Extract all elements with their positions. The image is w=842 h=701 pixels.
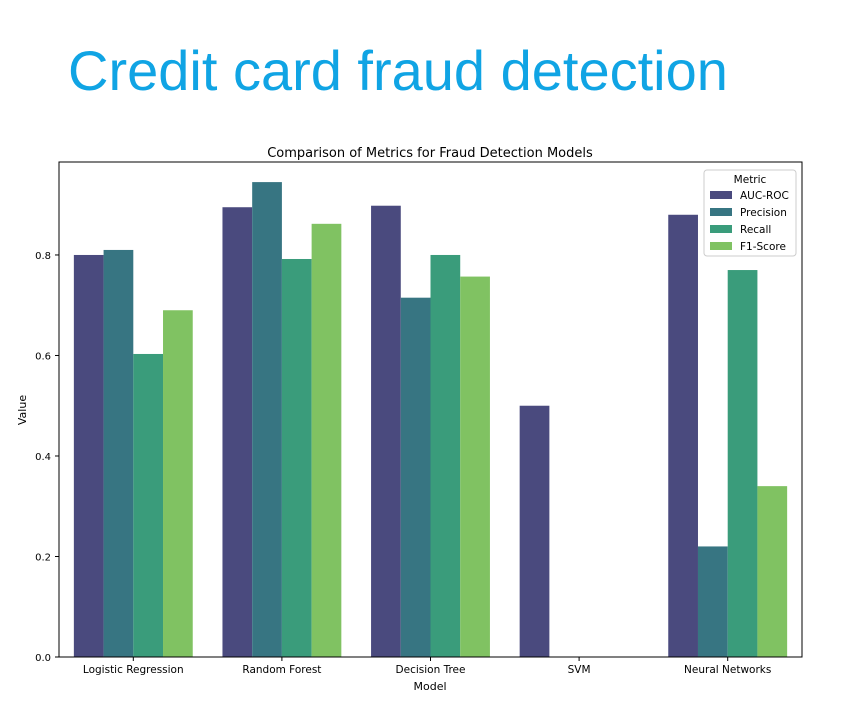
bars-group	[73, 182, 788, 658]
legend-label: F1-Score	[740, 241, 786, 253]
x-tick-label: Decision Tree	[396, 664, 466, 676]
legend-swatch	[710, 242, 732, 250]
y-tick-label: 0.2	[35, 552, 51, 563]
bar-auc-roc-3	[519, 405, 550, 657]
y-tick-label: 0.6	[35, 351, 51, 362]
legend-swatch	[710, 208, 732, 216]
bar-chart: Comparison of Metrics for Fraud Detectio…	[16, 146, 803, 693]
y-tick-label: 0.0	[35, 653, 51, 664]
y-axis-label: Value	[16, 395, 29, 425]
bar-f1-score-4	[757, 486, 788, 657]
x-tick-label: Logistic Regression	[83, 664, 184, 676]
bar-auc-roc-2	[371, 205, 401, 657]
legend: Metric AUC-ROC Precision Recall F1-Score	[703, 169, 797, 257]
legend-title: Metric	[734, 174, 767, 186]
bar-precision-0	[103, 249, 134, 658]
x-tick-label: Neural Networks	[684, 664, 771, 676]
x-tick-label: Random Forest	[242, 664, 321, 676]
bar-auc-roc-1	[222, 207, 253, 657]
x-tick-label: SVM	[568, 664, 591, 676]
bar-f1-score-1	[311, 223, 342, 657]
x-axis: Logistic Regression Random Forest Decision…	[83, 657, 771, 676]
bar-f1-score-2	[460, 276, 490, 657]
legend-swatch	[710, 191, 732, 199]
plot-frame	[58, 161, 803, 658]
y-tick-label: 0.8	[35, 251, 51, 262]
bar-recall-4	[727, 270, 758, 657]
bar-precision-1	[252, 182, 282, 658]
bar-recall-2	[430, 254, 461, 657]
bar-precision-4	[697, 546, 728, 657]
legend-label: Recall	[740, 224, 771, 236]
bar-auc-roc-4	[668, 214, 698, 658]
bar-auc-roc-0	[73, 254, 104, 657]
bar-recall-0	[133, 353, 164, 657]
y-axis: 0.0 0.2 0.4 0.6 0.8	[35, 251, 59, 664]
y-tick-label: 0.4	[35, 452, 51, 463]
legend-label: AUC-ROC	[740, 190, 789, 202]
page-title: Credit card fraud detection	[68, 39, 728, 102]
legend-label: Precision	[740, 207, 787, 219]
legend-swatch	[710, 225, 732, 233]
chart-container: Comparison of Metrics for Fraud Detectio…	[0, 130, 842, 697]
x-axis-label: Model	[413, 680, 446, 693]
bar-f1-score-0	[163, 310, 193, 657]
bar-precision-2	[400, 297, 431, 657]
chart-title: Comparison of Metrics for Fraud Detectio…	[267, 146, 593, 161]
bar-recall-1	[281, 258, 312, 657]
